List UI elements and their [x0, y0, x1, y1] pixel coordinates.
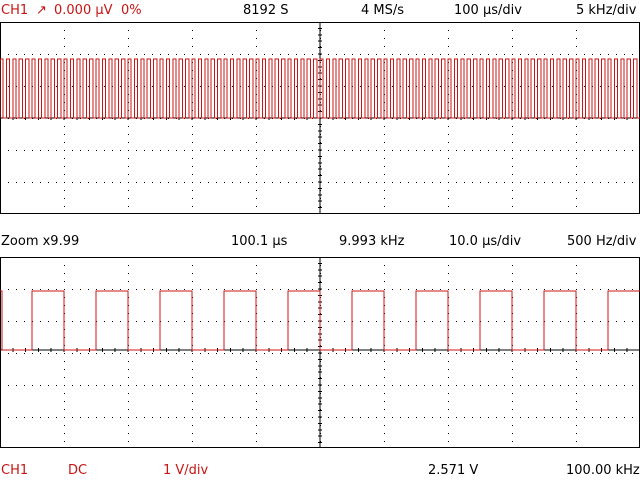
- measured-frequency: 100.00 kHz: [566, 463, 640, 478]
- zoom-factor[interactable]: Zoom x9.99: [1, 234, 80, 249]
- channel-status-bar: CH1 DC 1 V/div 2.571 V 100.00 kHz: [0, 460, 640, 482]
- measured-voltage: 2.571 V: [428, 463, 479, 478]
- zoom-period: 100.1 µs: [231, 234, 288, 249]
- time-per-div[interactable]: 100 µs/div: [454, 3, 522, 18]
- zoom-time-per-div[interactable]: 10.0 µs/div: [449, 234, 522, 249]
- sample-count: 8192 S: [243, 3, 289, 18]
- zoom-freq-per-div[interactable]: 500 Hz/div: [567, 234, 637, 249]
- main-waveform-graticule[interactable]: [0, 22, 640, 214]
- zoom-frequency: 9.993 kHz: [339, 234, 405, 249]
- freq-per-div[interactable]: 5 kHz/div: [576, 3, 637, 18]
- channel-label-bottom[interactable]: CH1: [1, 463, 29, 478]
- ch1-trace: [0, 58, 640, 119]
- coupling-mode[interactable]: DC: [68, 463, 88, 478]
- axis-ticks: [0, 257, 640, 444]
- top-status-bar: CH1 ↗ 0.000 µV 0% 8192 S 4 MS/s 100 µs/d…: [0, 0, 640, 22]
- zoom-waveform-graticule[interactable]: [0, 257, 640, 448]
- ch1-trace: [0, 290, 640, 351]
- trigger-level[interactable]: 0.000 µV: [54, 3, 113, 18]
- channel-label[interactable]: CH1: [1, 3, 29, 18]
- rising-edge-trigger-icon[interactable]: ↗: [36, 3, 47, 18]
- sample-rate[interactable]: 4 MS/s: [361, 3, 405, 18]
- trigger-percent[interactable]: 0%: [121, 3, 142, 18]
- zoom-status-bar: Zoom x9.99 100.1 µs 9.993 kHz 10.0 µs/di…: [0, 231, 640, 253]
- volts-per-div[interactable]: 1 V/div: [163, 463, 209, 478]
